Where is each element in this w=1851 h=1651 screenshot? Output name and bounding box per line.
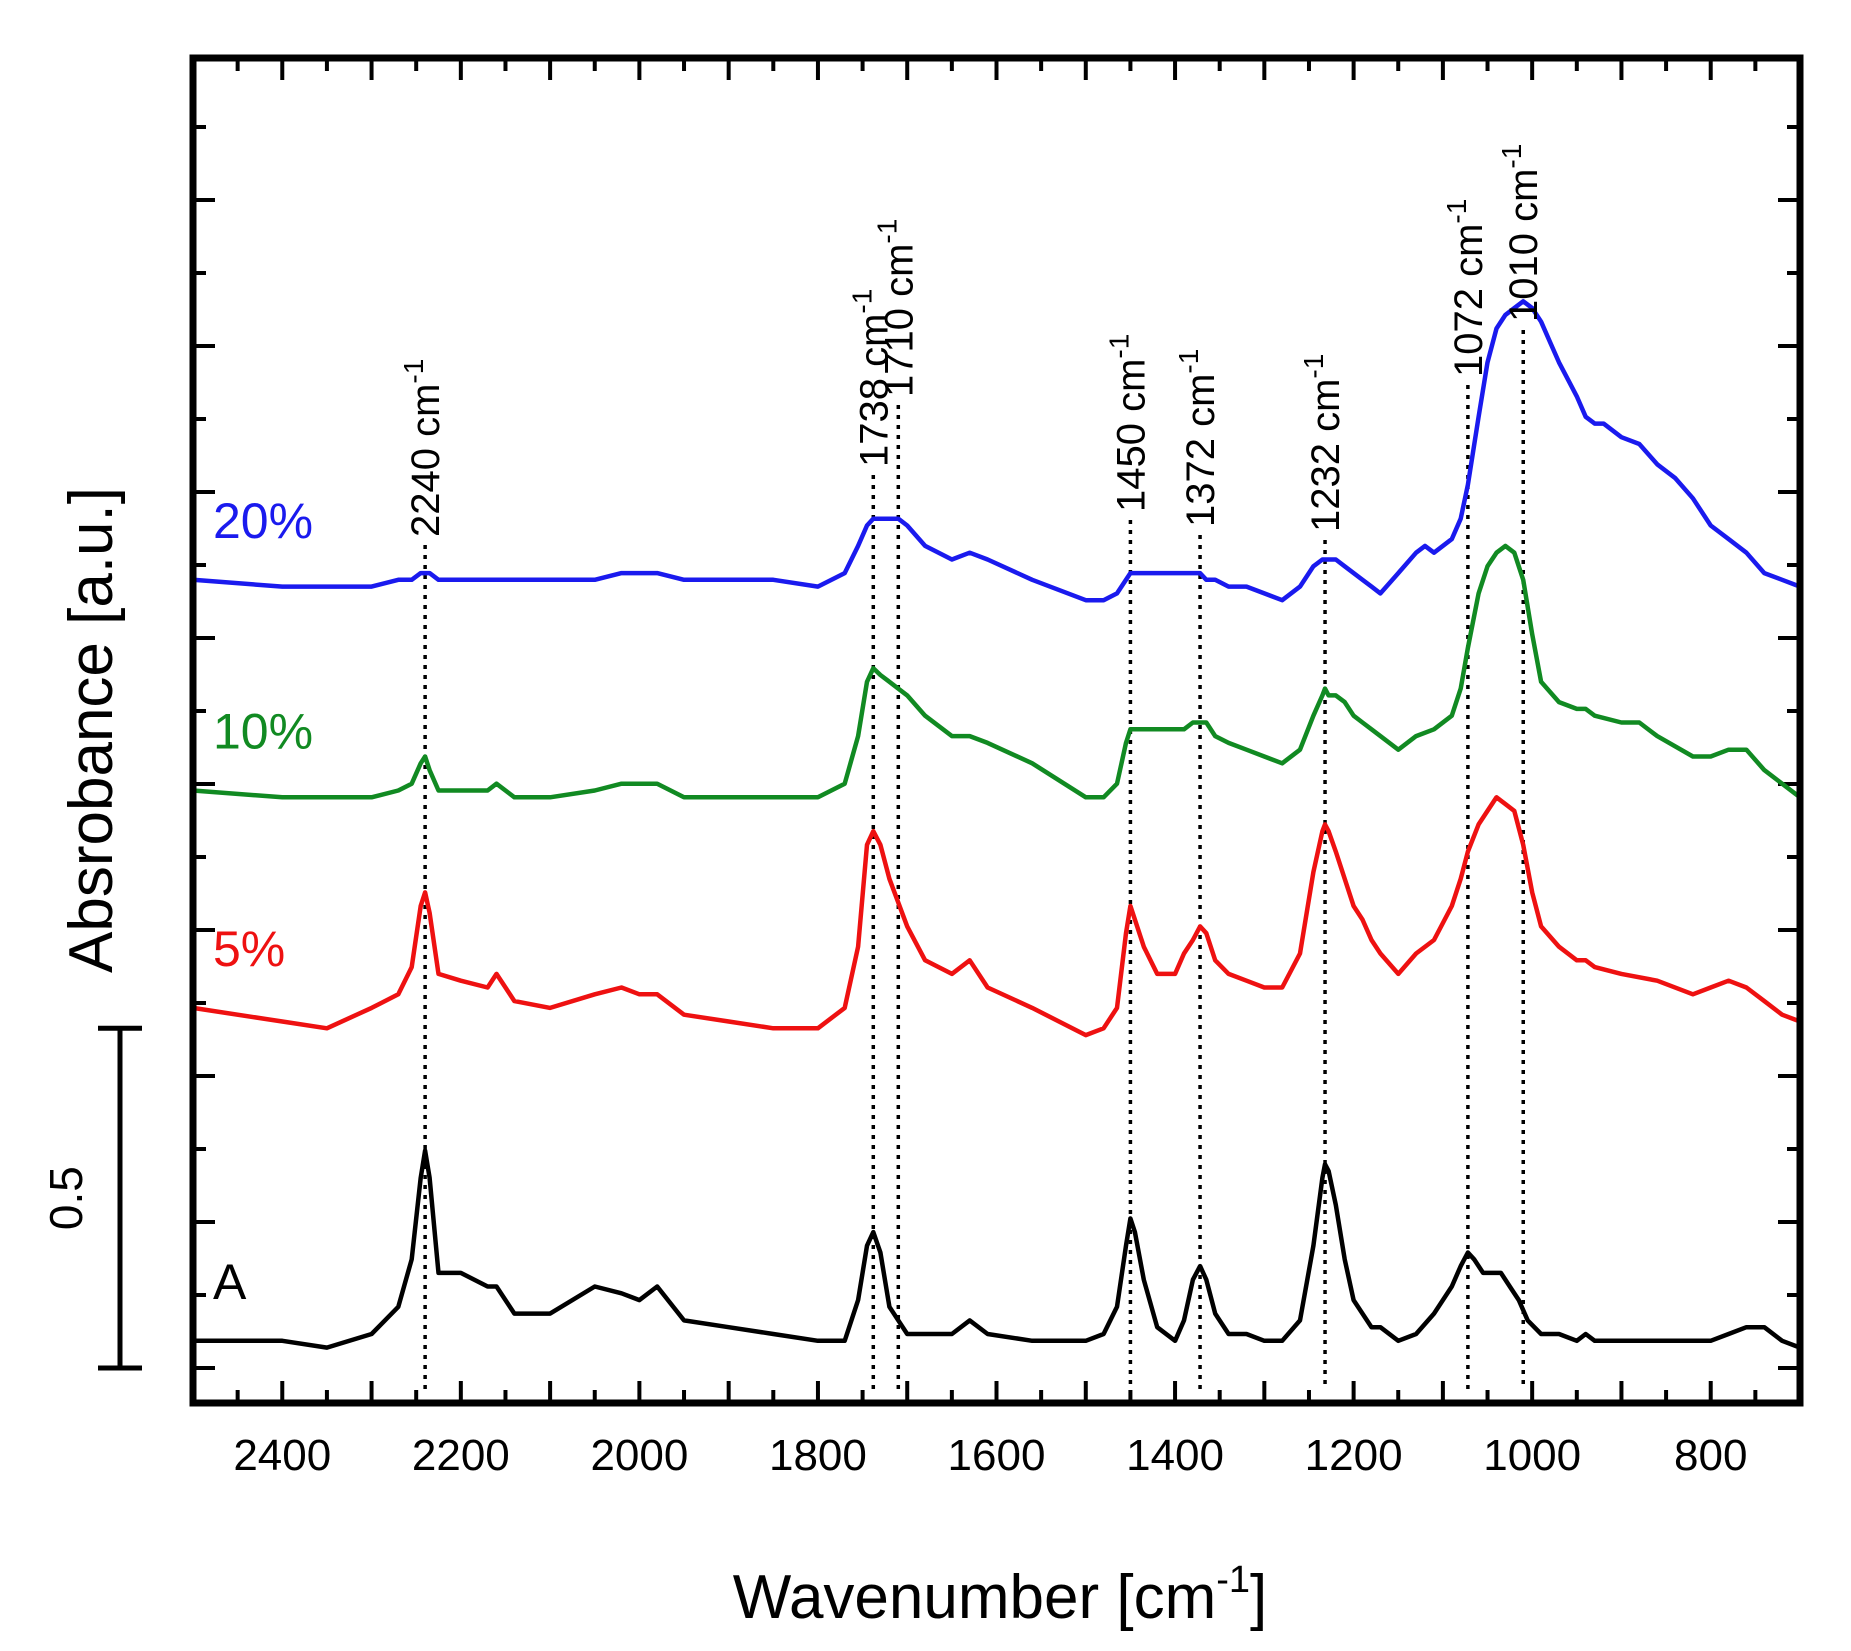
peak-label-sup: -1 bbox=[871, 219, 902, 244]
x-axis-title-sup: -1 bbox=[1216, 1559, 1250, 1601]
peak-label-text: 1738 cm bbox=[852, 314, 896, 467]
peak-label-1010: 1010 cm-1 bbox=[1496, 144, 1546, 322]
peak-label-text: 1450 cm bbox=[1109, 359, 1153, 512]
peak-label-sup: -1 bbox=[1173, 349, 1204, 374]
peak-marker-lines bbox=[423, 330, 1525, 1390]
peak-label-text: 1232 cm bbox=[1304, 379, 1348, 532]
peak-label-2240: 2240 cm-1 bbox=[398, 359, 448, 537]
peak-label-1710: 1710 cm-1 bbox=[871, 219, 921, 397]
scale-bar-label: 0.5 bbox=[40, 1166, 92, 1230]
x-tick-label: 1600 bbox=[948, 1431, 1046, 1480]
peak-label-text: 1072 cm bbox=[1447, 224, 1491, 377]
series-line-1 bbox=[192, 795, 1801, 1038]
x-tick-label: 2400 bbox=[233, 1431, 331, 1480]
scale-bar: 0.5 bbox=[40, 1025, 142, 1371]
peak-label-1232: 1232 cm-1 bbox=[1298, 354, 1348, 532]
peak-label-text: 1010 cm bbox=[1502, 169, 1546, 322]
x-tick-label: 800 bbox=[1674, 1431, 1747, 1480]
peak-label-sup: -1 bbox=[1496, 144, 1527, 169]
peak-label-text: 1372 cm bbox=[1179, 374, 1223, 527]
axis-ticks bbox=[191, 58, 1802, 1403]
x-axis-title-main: Wavenumber [cm bbox=[733, 1563, 1217, 1632]
series-label-3: 20% bbox=[213, 493, 313, 549]
series-label-2: 10% bbox=[213, 703, 313, 759]
x-axis-title-close: ] bbox=[1250, 1563, 1267, 1632]
x-axis-title: Wavenumber [cm-1] bbox=[733, 1559, 1268, 1632]
series-line-2 bbox=[192, 543, 1802, 800]
series-labels: A 5% 10% 20% bbox=[213, 493, 313, 1310]
plot-frame bbox=[189, 54, 1804, 1407]
peak-label-text: 2240 cm bbox=[404, 384, 448, 537]
peak-label-sup: -1 bbox=[398, 359, 429, 384]
peak-label-text: 1710 cm bbox=[877, 244, 921, 397]
peak-label-sup: -1 bbox=[1298, 354, 1329, 379]
x-tick-labels: 2400 2200 2000 1800 1600 1400 1200 1000 800 bbox=[233, 1431, 1747, 1480]
peak-label-1372: 1372 cm-1 bbox=[1173, 349, 1223, 527]
peak-label-1738: 1738 cm-1 bbox=[846, 289, 896, 467]
series-line-0 bbox=[193, 1148, 1801, 1350]
peak-label-1450: 1450 cm-1 bbox=[1103, 334, 1153, 512]
x-tick-label: 1000 bbox=[1483, 1431, 1581, 1480]
x-tick-label: 2200 bbox=[412, 1431, 510, 1480]
x-tick-label: 1800 bbox=[769, 1431, 867, 1480]
series-label-0: A bbox=[213, 1254, 247, 1310]
peak-label-sup: -1 bbox=[846, 289, 877, 314]
y-axis-title: Absrobance [a.u.] bbox=[57, 487, 126, 973]
series-line-3 bbox=[192, 299, 1801, 603]
peak-label-sup: -1 bbox=[1441, 199, 1472, 224]
peak-label-sup: -1 bbox=[1103, 334, 1134, 359]
peak-label-1072: 1072 cm-1 bbox=[1441, 199, 1491, 377]
series-label-1: 5% bbox=[213, 921, 285, 977]
x-tick-label: 2000 bbox=[590, 1431, 688, 1480]
x-tick-label: 1400 bbox=[1126, 1431, 1224, 1480]
spectra-series bbox=[192, 299, 1802, 1350]
x-tick-label: 1200 bbox=[1305, 1431, 1403, 1480]
